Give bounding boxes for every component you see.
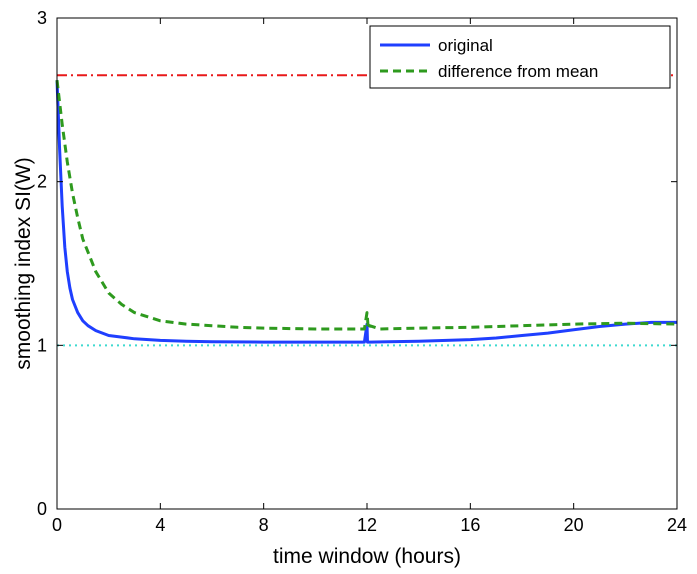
reference-lines <box>57 74 677 347</box>
legend-label-0: original <box>438 36 493 55</box>
x-tick-label: 12 <box>357 515 377 535</box>
legend-label-1: difference from mean <box>438 62 598 81</box>
y-tick-label: 0 <box>37 499 47 519</box>
y-axis-label: smoothing index SI(W) <box>12 157 35 369</box>
x-tick-label: 0 <box>52 515 62 535</box>
x-tick-label: 16 <box>460 515 480 535</box>
x-tick-label: 4 <box>155 515 165 535</box>
series-line-1 <box>55 80 678 331</box>
y-tick-label: 2 <box>37 172 47 192</box>
legend-box <box>369 25 671 89</box>
y-tick-label: 3 <box>37 8 47 28</box>
legend: original difference from mean <box>369 25 671 89</box>
plot-frame <box>56 17 678 510</box>
series-layer <box>55 80 678 344</box>
series-line-0 <box>55 80 677 344</box>
x-tick-label: 20 <box>564 515 584 535</box>
y-tick-label: 1 <box>37 335 47 355</box>
x-tick-label: 24 <box>667 515 687 535</box>
x-axis-label: time window (hours) <box>273 545 461 568</box>
x-tick-label: 8 <box>259 515 269 535</box>
